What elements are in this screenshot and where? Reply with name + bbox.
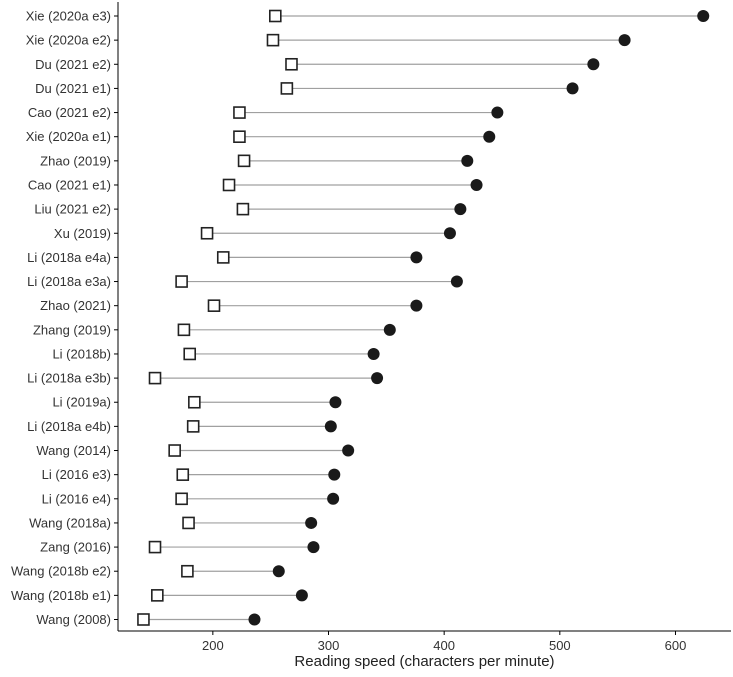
square-marker bbox=[176, 468, 190, 481]
dot-marker bbox=[307, 541, 320, 554]
dot-marker bbox=[329, 396, 342, 409]
dot-marker bbox=[587, 58, 600, 71]
dot-marker bbox=[470, 178, 483, 191]
y-axis-labels: Xie (2020a e3) Xie (2020a e2) Du (2021 e2)… bbox=[11, 9, 118, 627]
category-label: Li (2018a e4b) bbox=[27, 419, 111, 434]
square-marker bbox=[137, 613, 150, 626]
x-tick-label: 600 bbox=[665, 638, 687, 653]
square-marker bbox=[237, 154, 251, 168]
category-label: Li (2019a) bbox=[52, 395, 111, 410]
category-label: Liu (2021 e2) bbox=[34, 202, 111, 217]
category-label: Wang (2014) bbox=[36, 443, 111, 458]
category-label: Li (2018b) bbox=[52, 346, 111, 361]
square-marker bbox=[148, 540, 162, 554]
dot-marker bbox=[367, 347, 380, 360]
square-marker bbox=[266, 33, 280, 47]
dot-marker bbox=[272, 565, 285, 578]
dot-marker bbox=[248, 613, 261, 626]
square-marker bbox=[268, 9, 282, 23]
x-tick-label: 300 bbox=[318, 638, 340, 653]
plot-area bbox=[137, 9, 710, 626]
x-axis-ticks: 200 300 400 500 600 bbox=[202, 631, 686, 653]
category-label: Wang (2018b e1) bbox=[11, 588, 111, 603]
dot-marker bbox=[327, 492, 340, 505]
square-marker bbox=[175, 492, 188, 506]
category-label: Wang (2018a) bbox=[29, 515, 111, 530]
category-label: Xu (2019) bbox=[54, 226, 111, 241]
square-marker bbox=[168, 444, 181, 457]
dot-marker bbox=[305, 516, 318, 529]
category-label: Li (2016 e3) bbox=[42, 467, 111, 482]
dot-marker bbox=[450, 275, 463, 288]
dot-marker bbox=[342, 444, 355, 457]
dot-marker bbox=[371, 372, 384, 385]
dot-marker bbox=[566, 82, 579, 95]
square-marker bbox=[280, 82, 294, 95]
square-marker bbox=[181, 564, 194, 578]
category-label: Zang (2016) bbox=[40, 540, 111, 555]
category-label: Xie (2020a e3) bbox=[26, 9, 111, 24]
category-label: Zhang (2019) bbox=[33, 322, 111, 337]
dot-marker bbox=[328, 468, 341, 481]
x-axis-title: Reading speed (characters per minute) bbox=[294, 653, 554, 670]
dot-marker bbox=[483, 130, 496, 143]
dot-marker bbox=[491, 106, 504, 119]
square-marker bbox=[148, 371, 162, 385]
x-tick-label: 200 bbox=[202, 638, 224, 653]
category-label: Du (2021 e1) bbox=[35, 81, 111, 96]
square-marker bbox=[236, 202, 250, 216]
square-marker bbox=[188, 395, 201, 409]
square-marker bbox=[216, 251, 230, 264]
square-marker bbox=[177, 323, 191, 337]
square-marker bbox=[222, 178, 236, 192]
square-marker bbox=[207, 299, 221, 312]
square-marker bbox=[233, 130, 246, 143]
x-tick-label: 500 bbox=[549, 638, 571, 653]
square-marker bbox=[285, 57, 298, 71]
dot-marker bbox=[324, 420, 337, 433]
x-tick-label: 400 bbox=[433, 638, 455, 653]
dot-marker bbox=[443, 227, 456, 240]
category-label: Xie (2020a e1) bbox=[26, 129, 111, 144]
dot-marker bbox=[383, 323, 396, 336]
square-marker bbox=[186, 420, 200, 433]
category-label: Li (2016 e4) bbox=[42, 491, 111, 506]
category-label: Wang (2008) bbox=[36, 612, 111, 627]
square-marker bbox=[233, 106, 246, 119]
square-marker bbox=[175, 275, 188, 288]
square-marker bbox=[182, 516, 195, 530]
dot-marker bbox=[410, 251, 423, 264]
dot-marker bbox=[618, 34, 631, 47]
square-marker bbox=[200, 226, 214, 240]
dot-marker bbox=[697, 10, 710, 22]
category-label: Zhao (2019) bbox=[40, 153, 111, 168]
category-label: Li (2018a e3b) bbox=[27, 371, 111, 386]
dot-marker bbox=[454, 203, 467, 216]
category-label: Li (2018a e3a) bbox=[27, 274, 111, 289]
category-label: Cao (2021 e2) bbox=[28, 105, 111, 120]
category-label: Li (2018a e4a) bbox=[27, 250, 111, 265]
category-label: Wang (2018b e2) bbox=[11, 564, 111, 579]
category-label: Xie (2020a e2) bbox=[26, 33, 111, 48]
category-label: Zhao (2021) bbox=[40, 298, 111, 313]
dot-marker bbox=[461, 154, 474, 167]
category-label: Cao (2021 e1) bbox=[28, 177, 111, 192]
category-label: Du (2021 e2) bbox=[35, 57, 111, 72]
dot-marker bbox=[295, 589, 308, 602]
dot-marker bbox=[410, 299, 423, 312]
square-marker bbox=[151, 589, 164, 602]
square-marker bbox=[183, 347, 197, 361]
